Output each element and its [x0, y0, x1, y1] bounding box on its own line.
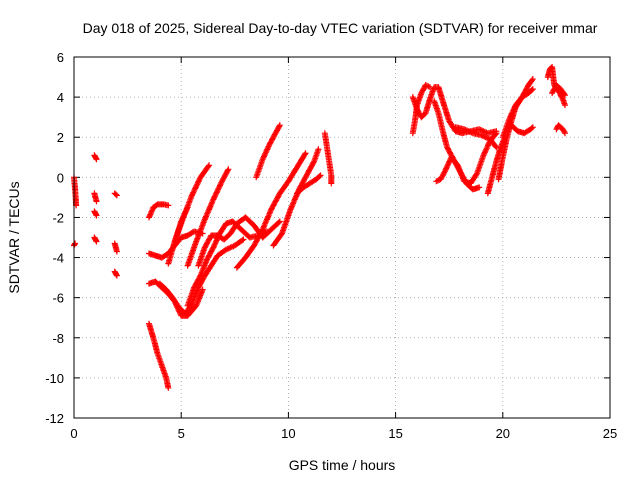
y-tick-label: -10 [45, 371, 64, 386]
x-tick-label: 25 [603, 426, 617, 441]
data-point-marks [91, 234, 100, 245]
data-point-marks [294, 172, 324, 197]
data-point-marks [184, 166, 232, 269]
x-tick-label: 15 [388, 426, 402, 441]
series-arc-6 [91, 234, 100, 245]
data-point-marks [549, 82, 568, 99]
series-arc-35 [549, 82, 568, 99]
series-arc-10 [146, 320, 172, 391]
data-point-marks [499, 86, 536, 141]
data-point-marks [171, 162, 213, 245]
data-point-marks [452, 124, 500, 151]
y-axis-label: SDTVAR / TECUs [6, 181, 22, 293]
y-tick-label: -4 [52, 251, 64, 266]
series-arc-32 [499, 86, 536, 141]
series-arc-2 [71, 240, 79, 249]
series-arc-17 [184, 166, 232, 269]
series-arc-18 [184, 218, 270, 309]
y-tick-label: 4 [57, 90, 64, 105]
data-point-marks [91, 190, 100, 205]
series-arc-20 [233, 150, 309, 271]
y-tick-label: 2 [57, 130, 64, 145]
data-point-marks [484, 134, 508, 197]
series-arc-12 [146, 201, 172, 221]
chart-title: Day 018 of 2025, Sidereal Day-to-day VTE… [83, 20, 598, 36]
series-arc-36 [553, 122, 568, 137]
data-point-marks [71, 174, 80, 209]
series-arc-14 [156, 236, 247, 317]
plot-frame [73, 56, 611, 419]
series-arc-16 [171, 162, 213, 245]
series-arc-21 [253, 122, 283, 181]
data-point-marks [321, 130, 335, 187]
series-arc-33 [508, 122, 536, 137]
data-point-marks [111, 240, 120, 255]
data-point-marks [111, 268, 120, 279]
series-arc-3 [91, 152, 100, 163]
y-tick-label: -12 [45, 411, 64, 426]
data-point-marks [71, 240, 79, 249]
data-point-marks [553, 122, 568, 137]
series-arc-5 [91, 208, 100, 219]
data-point-marks [91, 208, 100, 219]
data-point-marks [184, 218, 270, 309]
series-arc-30 [484, 134, 508, 197]
series-arc-7 [111, 190, 120, 199]
series-arc-26 [409, 84, 500, 137]
data-point-marks [146, 201, 172, 221]
series-arc-29 [452, 124, 500, 151]
data-point-marks [433, 130, 500, 187]
y-tick-label: 0 [57, 170, 64, 185]
x-tick-label: 5 [178, 426, 185, 441]
data-point-marks [508, 122, 536, 137]
x-axis-label: GPS time / hours [289, 457, 396, 473]
data-point-marks [253, 122, 283, 181]
grid-lines [74, 57, 610, 418]
y-tick-label: -8 [52, 331, 64, 346]
data-point-marks [233, 150, 309, 271]
axis-ticks: 0 5 10 15 20 25 -12 -10 -8 -6 -4 -2 0 2 4 6 [45, 50, 617, 441]
y-tick-label: 6 [57, 50, 64, 65]
x-tick-label: 0 [70, 426, 77, 441]
series-arc-24 [321, 130, 335, 187]
series-arc-4 [91, 190, 100, 205]
series-arc-1 [71, 174, 80, 209]
data-point-marks [91, 152, 100, 163]
series-arc-23 [294, 172, 324, 197]
x-tick-label: 10 [281, 426, 295, 441]
y-tick-label: -6 [52, 291, 64, 306]
x-tick-label: 20 [496, 426, 510, 441]
data-point-marks [111, 190, 120, 199]
data-point-marks [409, 84, 500, 137]
y-tick-label: -2 [52, 210, 64, 225]
series-arc-8 [111, 240, 120, 255]
data-point-marks [156, 236, 247, 317]
data-points [71, 64, 568, 391]
series-arc-28 [433, 130, 500, 187]
series-arc-9 [111, 268, 120, 279]
data-point-marks [146, 320, 172, 391]
